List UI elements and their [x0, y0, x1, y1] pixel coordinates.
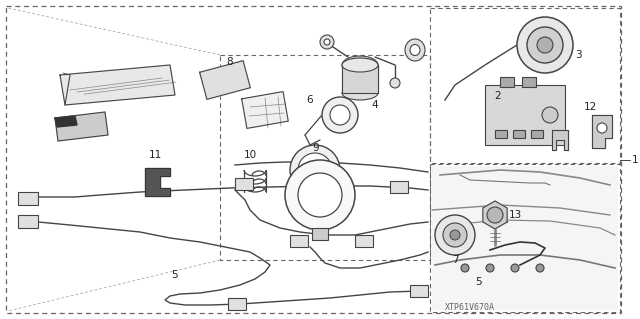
- Text: 12: 12: [584, 102, 596, 112]
- Circle shape: [537, 37, 553, 53]
- Ellipse shape: [405, 39, 425, 61]
- Bar: [18, 192, 38, 205]
- Text: 6: 6: [307, 95, 314, 105]
- Circle shape: [290, 145, 340, 195]
- Text: XTP61V670A: XTP61V670A: [445, 302, 495, 311]
- Circle shape: [517, 17, 573, 73]
- Bar: [18, 215, 38, 228]
- Bar: [531, 130, 543, 138]
- Polygon shape: [552, 130, 568, 150]
- Bar: [342, 65, 378, 93]
- Circle shape: [443, 223, 467, 247]
- Bar: [355, 235, 373, 247]
- Bar: [235, 178, 253, 190]
- Circle shape: [597, 123, 607, 133]
- Polygon shape: [60, 65, 175, 105]
- Text: 11: 11: [148, 150, 162, 160]
- Text: 4: 4: [372, 100, 378, 110]
- Bar: [430, 8, 620, 163]
- Circle shape: [527, 27, 563, 63]
- Text: 8: 8: [227, 57, 234, 67]
- Circle shape: [324, 39, 330, 45]
- Circle shape: [511, 264, 519, 272]
- Bar: [410, 285, 428, 297]
- Circle shape: [285, 160, 355, 230]
- Bar: [430, 164, 620, 312]
- Circle shape: [536, 264, 544, 272]
- Circle shape: [487, 207, 503, 223]
- Polygon shape: [483, 201, 507, 229]
- Circle shape: [330, 105, 350, 125]
- Circle shape: [450, 230, 460, 240]
- Ellipse shape: [342, 58, 378, 72]
- Polygon shape: [55, 112, 108, 141]
- Text: 13: 13: [508, 210, 522, 220]
- Circle shape: [298, 173, 342, 217]
- Ellipse shape: [342, 86, 378, 100]
- Text: 2: 2: [495, 91, 501, 101]
- Ellipse shape: [342, 56, 378, 74]
- Bar: [228, 298, 246, 310]
- Text: 3: 3: [575, 50, 581, 60]
- Circle shape: [322, 97, 358, 133]
- Bar: [220, 55, 430, 260]
- Polygon shape: [200, 61, 250, 99]
- Bar: [432, 166, 618, 310]
- Circle shape: [461, 264, 469, 272]
- Bar: [495, 130, 507, 138]
- Bar: [290, 235, 308, 247]
- Bar: [500, 77, 514, 87]
- Text: 9: 9: [313, 143, 319, 153]
- Ellipse shape: [410, 44, 420, 56]
- Bar: [485, 85, 565, 145]
- Circle shape: [320, 35, 334, 49]
- Bar: [522, 77, 536, 87]
- Polygon shape: [55, 116, 77, 127]
- Text: 5: 5: [475, 277, 481, 287]
- Text: 7: 7: [452, 255, 458, 265]
- Bar: [309, 192, 321, 202]
- Text: 5: 5: [172, 270, 179, 280]
- Bar: [513, 130, 525, 138]
- Bar: [307, 200, 323, 205]
- Circle shape: [435, 215, 475, 255]
- Polygon shape: [145, 168, 170, 196]
- Bar: [312, 228, 328, 240]
- Bar: [390, 181, 408, 193]
- Circle shape: [298, 153, 332, 187]
- Text: 1: 1: [632, 155, 638, 165]
- Circle shape: [486, 264, 494, 272]
- Circle shape: [390, 78, 400, 88]
- Polygon shape: [242, 92, 288, 129]
- Circle shape: [542, 107, 558, 123]
- Text: 10: 10: [243, 150, 257, 160]
- Polygon shape: [592, 115, 612, 148]
